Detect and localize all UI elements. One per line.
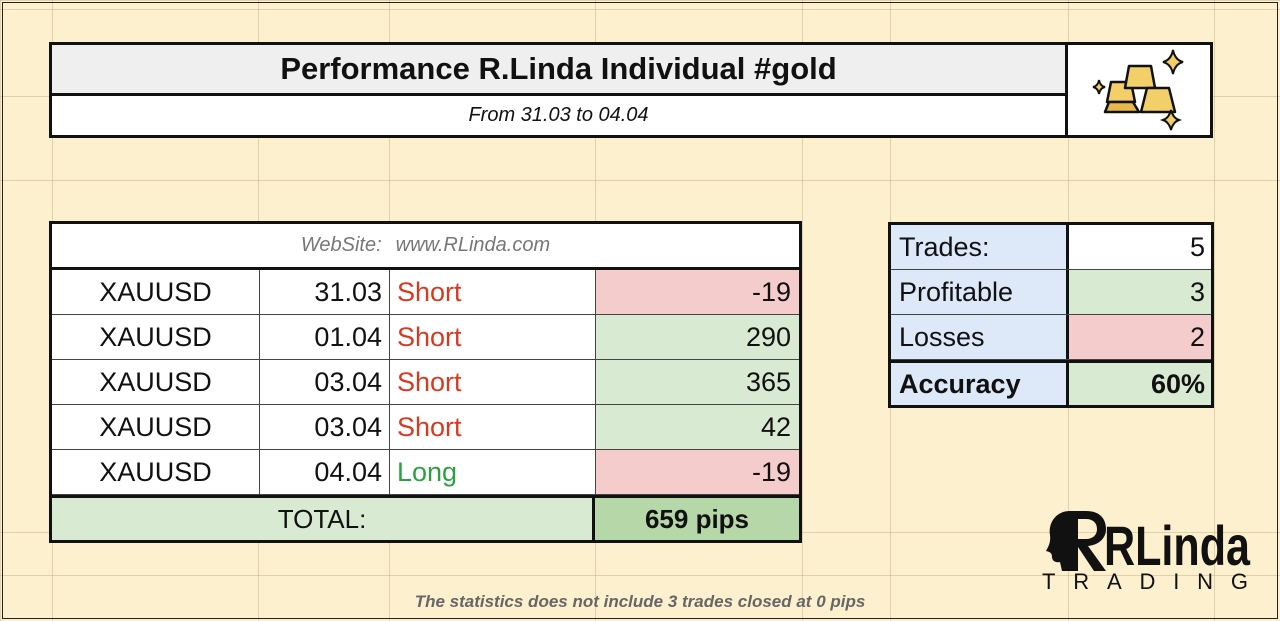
symbol-cell: XAUUSD [52, 360, 260, 404]
pips-cell: -19 [596, 270, 799, 314]
losses-label: Losses [891, 315, 1069, 359]
profitable-value: 3 [1069, 270, 1211, 314]
pips-cell: 365 [596, 360, 799, 404]
date-cell: 03.04 [260, 360, 390, 404]
date-range: From 31.03 to 04.04 [52, 96, 1068, 135]
brand-name: RLinda [1104, 514, 1251, 577]
date-cell: 31.03 [260, 270, 390, 314]
pips-cell: 42 [596, 405, 799, 449]
stats-row-losses: Losses 2 [891, 315, 1211, 360]
symbol-cell: XAUUSD [52, 270, 260, 314]
direction-cell: Short [390, 360, 596, 404]
accuracy-value: 60% [1069, 363, 1211, 405]
website-link[interactable]: www.RLinda.com [395, 234, 551, 256]
pips-cell: 290 [596, 315, 799, 359]
table-row: XAUUSD 03.04 Short 365 [52, 360, 799, 405]
direction-cell: Short [390, 315, 596, 359]
table-row: XAUUSD 01.04 Short 290 [52, 315, 799, 360]
website-row: WebSite: www.RLinda.com [52, 224, 799, 270]
stats-row-profitable: Profitable 3 [891, 270, 1211, 315]
direction-cell: Long [390, 450, 596, 494]
stats-row-accuracy: Accuracy 60% [891, 360, 1211, 405]
stats-row-trades: Trades: 5 [891, 225, 1211, 270]
date-cell: 04.04 [260, 450, 390, 494]
direction-cell: Short [390, 270, 596, 314]
total-label: TOTAL: [52, 498, 595, 540]
trades-table: WebSite: www.RLinda.com XAUUSD 31.03 Sho… [49, 221, 802, 543]
profitable-label: Profitable [891, 270, 1069, 314]
direction-cell: Short [390, 405, 596, 449]
table-row: XAUUSD 31.03 Short -19 [52, 270, 799, 315]
table-row: XAUUSD 03.04 Short 42 [52, 405, 799, 450]
total-row: TOTAL: 659 pips [52, 495, 799, 540]
accuracy-label: Accuracy [891, 363, 1069, 405]
symbol-cell: XAUUSD [52, 405, 260, 449]
total-value: 659 pips [595, 498, 799, 540]
trades-value: 5 [1069, 225, 1211, 269]
date-cell: 03.04 [260, 405, 390, 449]
gold-bars-icon [1068, 45, 1210, 135]
rlinda-trading-logo: RLinda TRADING [1040, 505, 1255, 595]
report-title: Performance R.Linda Individual #gold [52, 45, 1068, 96]
trades-label: Trades: [891, 225, 1069, 269]
pips-cell: -19 [596, 450, 799, 494]
losses-value: 2 [1069, 315, 1211, 359]
stats-table: Trades: 5 Profitable 3 Losses 2 Accuracy… [888, 222, 1214, 408]
table-row: XAUUSD 04.04 Long -19 [52, 450, 799, 495]
date-cell: 01.04 [260, 315, 390, 359]
report-header: Performance R.Linda Individual #gold Fro… [49, 42, 1213, 138]
symbol-cell: XAUUSD [52, 450, 260, 494]
footnote: The statistics does not include 3 trades… [414, 592, 866, 611]
symbol-cell: XAUUSD [52, 315, 260, 359]
website-label: WebSite: [300, 234, 382, 256]
